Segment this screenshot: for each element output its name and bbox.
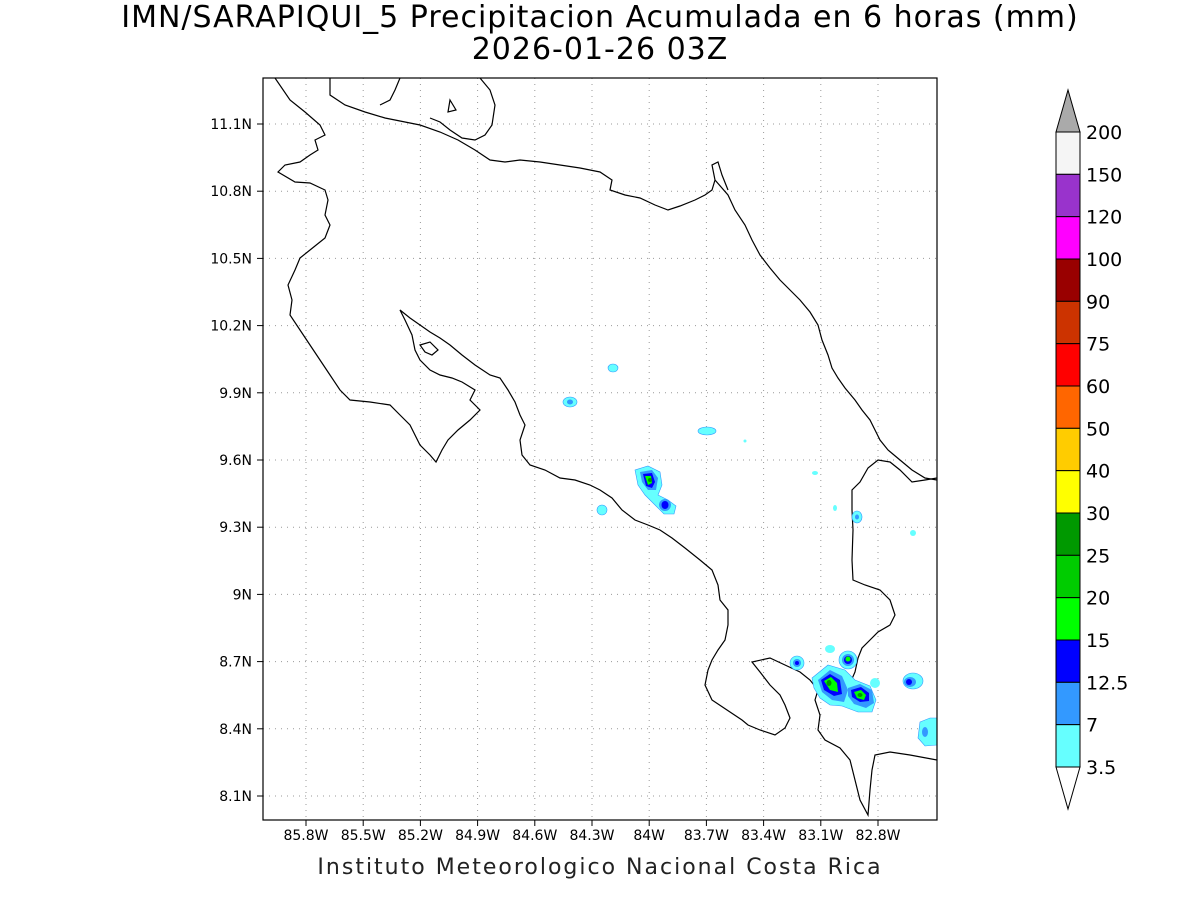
colorbar-level-label: 3.5	[1086, 757, 1116, 779]
lat-tick-label: 9.9N	[219, 386, 252, 402]
lat-tick-label: 10.5N	[210, 251, 252, 267]
precipitation-field	[562, 363, 937, 747]
colorbar-level-label: 20	[1086, 588, 1110, 610]
colorbar-level-label: 150	[1086, 164, 1122, 186]
lon-tick-label: 84.6W	[512, 828, 557, 844]
colorbar-level-label: 40	[1086, 461, 1110, 483]
colorbar-swatch	[1055, 597, 1081, 641]
map-grid	[263, 78, 937, 820]
colorbar-swatch	[1055, 681, 1081, 726]
colorbar-swatch	[1055, 639, 1081, 683]
lon-tick-label: 84.9W	[455, 828, 500, 844]
colorbar-under-triangle	[1055, 766, 1081, 811]
map-datetime: 2026-01-26 03Z	[471, 32, 729, 67]
colorbar-swatch	[1055, 258, 1081, 302]
lat-tick-label: 10.2N	[210, 319, 252, 335]
lon-tick-label: 85.2W	[398, 828, 443, 844]
colorbar-swatch	[1055, 300, 1081, 345]
lat-tick-label: 9.3N	[219, 520, 252, 536]
lon-tick-label: 85.8W	[283, 828, 328, 844]
lat-tick-label: 8.7N	[219, 655, 252, 671]
colorbar-legend: 200 150 120 100 90 75 60 50 40 30 25 20 15 12.5 7 3.5	[1055, 88, 1128, 811]
lon-tick-label: 83.7W	[684, 828, 729, 844]
colorbar-swatch	[1055, 343, 1081, 387]
colorbar-level-label: 30	[1086, 503, 1110, 525]
colorbar-swatch	[1055, 131, 1081, 175]
lon-tick-label: 82.8W	[855, 828, 900, 844]
lon-tick-label: 83.4W	[741, 828, 786, 844]
colorbar-swatch	[1055, 470, 1081, 514]
colorbar-swatch	[1055, 512, 1081, 556]
lat-tick-label: 8.4N	[219, 722, 252, 738]
colorbar-level-label: 15	[1086, 630, 1110, 652]
colorbar-level-label: 100	[1086, 249, 1122, 271]
lat-tick-label: 9.6N	[219, 453, 252, 469]
map-frame-bg	[263, 78, 937, 820]
lon-tick-label: 84.3W	[569, 828, 614, 844]
colorbar-swatch	[1055, 554, 1081, 599]
colorbar-swatch	[1055, 427, 1081, 472]
lat-tick-label: 11.1N	[210, 117, 252, 133]
colorbar-over-triangle	[1055, 88, 1081, 133]
map-frame	[262, 77, 938, 821]
colorbar-level-label: 12.5	[1086, 672, 1128, 694]
lon-tick-label: 85.5W	[341, 828, 386, 844]
coastline	[274, 78, 937, 818]
colorbar-level-label: 120	[1086, 207, 1122, 229]
colorbar-level-label: 200	[1086, 122, 1122, 144]
colorbar-swatch	[1055, 385, 1081, 429]
axis-labels: 85.8W 85.5W 85.2W 84.9W 84.6W 84.3W 84W 83.7W 83…	[210, 117, 900, 844]
colorbar-level-label: 7	[1086, 715, 1098, 737]
colorbar-level-label: 90	[1086, 291, 1110, 313]
institution-credit: Instituto Meteorologico Nacional Costa R…	[317, 855, 883, 880]
colorbar-swatch	[1055, 216, 1081, 260]
colorbar-level-label: 60	[1086, 376, 1110, 398]
colorbar-swatch	[1055, 173, 1081, 218]
colorbar-level-label: 75	[1086, 334, 1110, 356]
map-title: IMN/SARAPIQUI_5 Precipitacion Acumulada …	[121, 0, 1079, 35]
lat-tick-label: 10.8N	[210, 184, 252, 200]
colorbar-level-label: 50	[1086, 418, 1110, 440]
colorbar-level-label: 25	[1086, 545, 1110, 567]
lon-tick-label: 83.1W	[798, 828, 843, 844]
lon-tick-label: 84W	[633, 828, 665, 844]
lat-tick-label: 8.1N	[219, 789, 252, 805]
colorbar-swatch	[1055, 724, 1081, 768]
lat-tick-label: 9N	[233, 587, 252, 603]
